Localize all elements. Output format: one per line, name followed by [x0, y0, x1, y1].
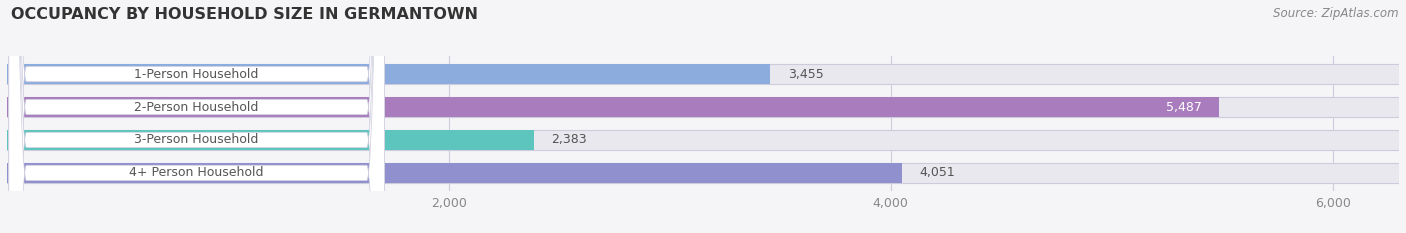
Text: 2-Person Household: 2-Person Household	[135, 100, 259, 113]
Text: 1-Person Household: 1-Person Household	[135, 68, 259, 81]
FancyBboxPatch shape	[8, 0, 384, 233]
Bar	[7, 163, 1399, 183]
Text: Source: ZipAtlas.com: Source: ZipAtlas.com	[1274, 7, 1399, 20]
Text: 4+ Person Household: 4+ Person Household	[129, 166, 264, 179]
Text: 3,455: 3,455	[787, 68, 824, 81]
Text: 5,487: 5,487	[1166, 100, 1202, 113]
FancyBboxPatch shape	[8, 0, 384, 233]
Bar	[7, 97, 1399, 117]
Text: 2,383: 2,383	[551, 134, 586, 147]
Bar	[7, 163, 903, 183]
Text: 4,051: 4,051	[920, 166, 956, 179]
FancyBboxPatch shape	[8, 0, 384, 233]
Bar	[7, 130, 1399, 150]
Bar	[7, 97, 1219, 117]
Bar	[7, 64, 1399, 84]
Bar	[7, 130, 533, 150]
Text: 3-Person Household: 3-Person Household	[135, 134, 259, 147]
FancyBboxPatch shape	[8, 0, 384, 233]
Bar	[7, 64, 770, 84]
Text: OCCUPANCY BY HOUSEHOLD SIZE IN GERMANTOWN: OCCUPANCY BY HOUSEHOLD SIZE IN GERMANTOW…	[11, 7, 478, 22]
